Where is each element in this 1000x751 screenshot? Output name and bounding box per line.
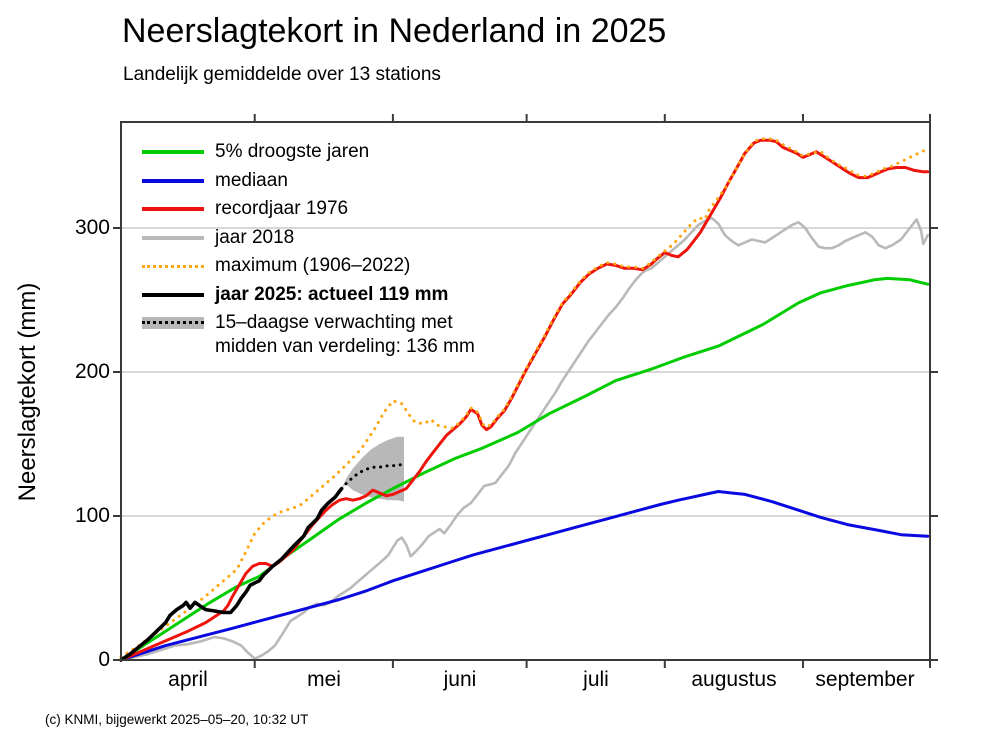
x-tick-juli: juli xyxy=(583,668,609,691)
x-tick-september: september xyxy=(815,668,915,691)
y-axis-label: Neerslagtekort (mm) xyxy=(14,282,41,502)
legend-marker-black-line xyxy=(142,292,204,297)
legend-item-verwachting-line2: midden van verdeling: 136 mm xyxy=(215,336,475,357)
legend-item-maximum: maximum (1906–2022) xyxy=(142,252,453,281)
legend-marker-red-line xyxy=(142,207,204,212)
plot-frame xyxy=(120,121,931,661)
legend-marker-forecast-band xyxy=(142,317,204,330)
legend-item-jaar-2018: jaar 2018 xyxy=(142,224,453,253)
legend-marker-blue-line xyxy=(142,178,204,183)
y-tick-300: 300 xyxy=(74,216,110,239)
legend-marker-forecast-dots xyxy=(142,321,204,325)
legend-item-recordjaar-1976: recordjaar 1976 xyxy=(142,195,453,224)
series-jaar-2018 xyxy=(119,216,930,662)
legend-item-mediaan: mediaan xyxy=(142,167,453,196)
series-verwachting-midden-dotted- xyxy=(340,462,406,491)
y-tick-100: 100 xyxy=(74,504,110,527)
chart-subtitle: Landelijk gemiddelde over 13 stations xyxy=(123,64,441,85)
legend-marker-green-line xyxy=(142,150,204,155)
forecast-band xyxy=(341,436,404,502)
y-tick-200: 200 xyxy=(74,360,110,383)
x-tick-augustus: augustus xyxy=(691,668,777,691)
series-mediaan xyxy=(119,490,930,662)
series-maximum-1906-2022- xyxy=(119,137,930,659)
legend-item-droogste-jaren: 5% droogste jaren xyxy=(142,138,453,167)
legend-marker-gray-line xyxy=(142,235,204,240)
x-tick-mei: mei xyxy=(307,668,341,691)
legend-marker-orange-dotted-line xyxy=(142,264,204,268)
legend: 5% droogste jaren mediaan recordjaar 197… xyxy=(142,138,453,338)
legend-item-jaar-2025: jaar 2025: actueel 119 mm xyxy=(142,281,453,310)
x-tick-april: april xyxy=(168,668,208,691)
y-tick-0: 0 xyxy=(98,648,110,671)
page-title: Neerslagtekort in Nederland in 2025 xyxy=(122,12,667,50)
x-tick-juni: juni xyxy=(443,668,477,691)
legend-item-verwachting: 15–daagse verwachting met xyxy=(142,309,453,338)
series-5-droogste-jaren xyxy=(119,276,930,662)
copyright-credit: (c) KNMI, bijgewerkt 2025–05–20, 10:32 U… xyxy=(45,712,309,727)
series-jaar-2025-actueel xyxy=(119,486,344,662)
